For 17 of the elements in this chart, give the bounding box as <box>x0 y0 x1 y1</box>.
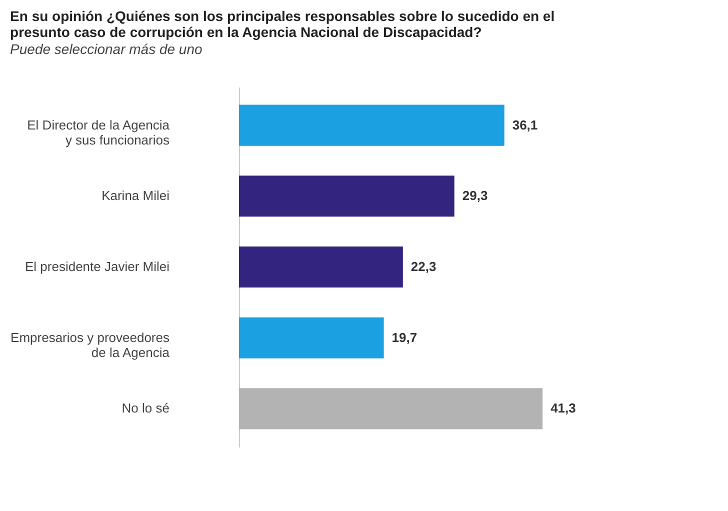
data-label: 36,1 <box>512 117 538 132</box>
y-tick-label: No lo sé <box>122 400 170 416</box>
data-label: 22,3 <box>410 259 436 274</box>
bar <box>239 104 504 146</box>
data-label: 29,3 <box>462 188 488 204</box>
data-label: 19,7 <box>392 330 418 345</box>
data-label: 41,3 <box>550 400 576 416</box>
y-tick-label: El Director de la Agencia y sus funcionarios <box>27 117 170 148</box>
text: Puede seleccionar más de uno <box>10 41 202 57</box>
bar <box>239 388 543 430</box>
bar <box>239 246 403 288</box>
bar <box>239 176 454 217</box>
chart-title: En su opinión ¿Quiénes son los principales responsables sobre lo sucedido en el presunto caso de corrupción en la Agencia Nacional de Discapacidad? <box>10 8 555 40</box>
y-tick-label: Empresarios y proveedores de la Agencia <box>10 330 170 360</box>
y-tick-label: Karina Milei <box>102 188 170 204</box>
bar <box>239 317 384 358</box>
y-tick-label: El presidente Javier Milei <box>24 259 170 274</box>
